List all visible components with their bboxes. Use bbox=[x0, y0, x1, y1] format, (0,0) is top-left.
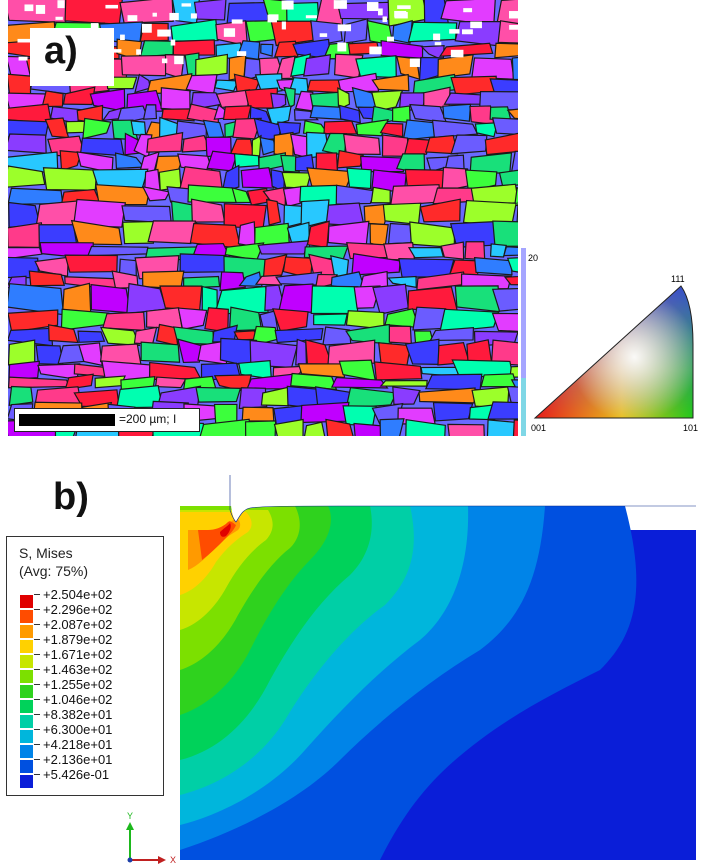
legend-row: +2.296e+02 bbox=[17, 602, 157, 623]
legend-row: +2.087e+02 bbox=[17, 617, 157, 638]
coordinate-triad: Y X bbox=[126, 811, 176, 865]
legend-swatch bbox=[20, 715, 33, 728]
triad-x-arrow bbox=[158, 856, 166, 864]
legend-value: +1.255e+02 bbox=[43, 677, 113, 692]
legend-row: +5.426e-01 bbox=[17, 767, 157, 788]
legend-swatch bbox=[20, 775, 33, 788]
legend-value: +1.671e+02 bbox=[43, 647, 113, 662]
legend-swatch bbox=[20, 625, 33, 638]
legend-tick bbox=[34, 609, 40, 610]
legend-value: +4.218e+01 bbox=[43, 737, 113, 752]
ipf-triangle-graphic: 20 111 001 101 bbox=[521, 248, 698, 436]
legend-value: +8.382e+01 bbox=[43, 707, 113, 722]
legend-tick bbox=[34, 699, 40, 700]
legend-tick bbox=[34, 744, 40, 745]
ipf-corner-101: 101 bbox=[683, 423, 698, 433]
legend-swatch bbox=[20, 685, 33, 698]
legend-row: +1.463e+02 bbox=[17, 662, 157, 683]
triad-y-label: Y bbox=[127, 811, 133, 821]
legend-tick bbox=[34, 714, 40, 715]
legend-value: +1.046e+02 bbox=[43, 692, 113, 707]
legend-value: +2.504e+02 bbox=[43, 587, 113, 602]
legend-row: +2.136e+01 bbox=[17, 752, 157, 773]
legend-row: +1.671e+02 bbox=[17, 647, 157, 668]
panel-b-label: b) bbox=[53, 476, 89, 518]
ipf-color-key: 20 111 001 101 bbox=[521, 248, 704, 436]
legend-tick bbox=[34, 639, 40, 640]
legend-value: +6.300e+01 bbox=[43, 722, 113, 737]
legend-row: +8.382e+01 bbox=[17, 707, 157, 728]
legend-row: +1.255e+02 bbox=[17, 677, 157, 698]
legend-swatch bbox=[20, 760, 33, 773]
scale-bar: =200 µm; I bbox=[14, 408, 200, 432]
legend-tick bbox=[34, 594, 40, 595]
legend-value: +2.087e+02 bbox=[43, 617, 113, 632]
legend-value: +1.463e+02 bbox=[43, 662, 113, 677]
legend-swatch bbox=[20, 640, 33, 653]
legend-tick bbox=[34, 624, 40, 625]
scale-bar-text: =200 µm; I bbox=[119, 412, 177, 426]
legend-value: +5.426e-01 bbox=[43, 767, 110, 782]
legend-tick bbox=[34, 774, 40, 775]
legend-row: +4.218e+01 bbox=[17, 737, 157, 758]
legend-tick bbox=[34, 669, 40, 670]
legend-swatch bbox=[20, 610, 33, 623]
legend-value: +2.296e+02 bbox=[43, 602, 113, 617]
legend-subtitle: (Avg: 75%) bbox=[19, 563, 88, 579]
ipf-side-value: 20 bbox=[528, 253, 538, 263]
triad-x-label: X bbox=[170, 855, 176, 865]
legend-title: S, Mises bbox=[19, 545, 73, 561]
legend-swatch bbox=[20, 745, 33, 758]
legend-row: +1.046e+02 bbox=[17, 692, 157, 713]
fem-stress-contour-plot bbox=[180, 470, 696, 860]
legend-tick bbox=[34, 684, 40, 685]
ipf-corner-111: 111 bbox=[671, 274, 685, 284]
contour-band-12 bbox=[220, 523, 231, 537]
legend-swatch bbox=[20, 595, 33, 608]
ipf-corner-001: 001 bbox=[531, 423, 546, 433]
surface-outline bbox=[229, 475, 696, 523]
legend-value: +2.136e+01 bbox=[43, 752, 113, 767]
legend-row: +2.504e+02 bbox=[17, 587, 157, 608]
triad-origin bbox=[127, 857, 133, 863]
legend-swatch bbox=[20, 730, 33, 743]
legend-row: +1.879e+02 bbox=[17, 632, 157, 653]
legend-row: +6.300e+01 bbox=[17, 722, 157, 743]
mises-stress-legend: S, Mises (Avg: 75%) +2.504e+02 +2.296e+02… bbox=[6, 536, 164, 796]
scale-bar-fill bbox=[19, 414, 115, 426]
legend-swatch bbox=[20, 670, 33, 683]
panel-a-label: a) bbox=[44, 30, 78, 72]
legend-swatch bbox=[20, 700, 33, 713]
panel-a-label-background bbox=[30, 28, 114, 86]
legend-tick bbox=[34, 729, 40, 730]
specimen-top-surface bbox=[180, 470, 696, 522]
triad-y-arrow bbox=[126, 822, 134, 830]
legend-tick bbox=[34, 759, 40, 760]
legend-value: +1.879e+02 bbox=[43, 632, 113, 647]
legend-swatch bbox=[20, 655, 33, 668]
legend-tick bbox=[34, 654, 40, 655]
